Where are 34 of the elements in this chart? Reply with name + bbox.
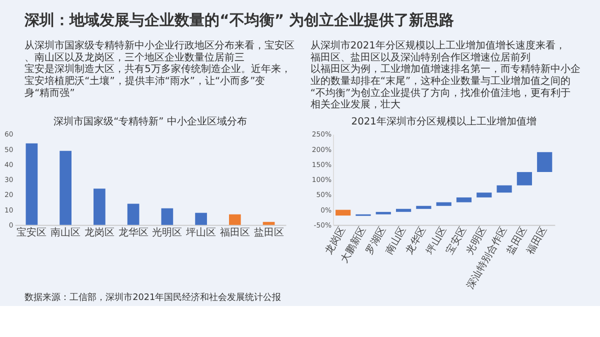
bar [26, 143, 38, 225]
bar [127, 204, 140, 225]
bar [537, 152, 552, 172]
text: 以福田区为例，工业增加值增速排名第一，而专精特新中小企业的数量却排在“末尾”，这种企业数量与工业增加值之间的“不均衡”为创立企业提供了方向，找准价值洼地，更有利于相关企业发展，壮大 [310, 63, 580, 111]
bar [436, 202, 452, 206]
bar [262, 222, 275, 225]
bar [396, 208, 412, 212]
bar [476, 192, 492, 198]
bar [376, 212, 391, 214]
bar [161, 208, 174, 225]
bar [94, 188, 106, 225]
x-tick-label: 光明区 [152, 226, 182, 238]
bar [496, 185, 512, 193]
bar [516, 172, 532, 186]
x-tick-label: 坪山区 [185, 226, 216, 238]
bar [195, 212, 207, 225]
source-note: 数据来源：工信部，深圳市2021年国民经济和社会发展统计公报 [24, 292, 282, 303]
x-tick-label: 龙华区 [118, 226, 148, 238]
x-tick-label: 福田区 [220, 226, 250, 238]
bar [456, 197, 472, 202]
x-tick-label: 宝安区 [16, 226, 47, 238]
text: 从深圳市国家级专精特新中小企业行政地区分布来看，宝安区、南山区以及龙岗区，三个地区企业数量位居前三 [24, 40, 295, 64]
chart-title: 深圳市国家级“专精特新” 中小企业区域分布 [54, 115, 247, 128]
x-tick-label: 龙岗区 [84, 226, 114, 238]
bar [416, 206, 432, 209]
x-tick-label: 盐田区 [254, 226, 284, 238]
chart-title: 2021年深圳市分区规模以上工业增加值增 [351, 115, 536, 128]
bar [336, 210, 351, 216]
text: 从深圳市2021年分区规模以上工业增加值增长速度来看，福田区、盐田区以及深汕特别合作区增速位居前列 [310, 40, 566, 64]
x-tick-label: 南山区 [50, 226, 81, 238]
text: 深圳：地域发展与企业数量的“不均衡” 为创立企业提供了新思路 [24, 10, 454, 29]
bar [228, 214, 241, 225]
text: 宝安是深圳制造大区，共有5万多家传统制造企业。近年来，宝安培植肥沃“土壤”，提供丰沛“雨水”，让“小而多”变身“精而强” [24, 63, 291, 99]
bar [60, 150, 72, 225]
